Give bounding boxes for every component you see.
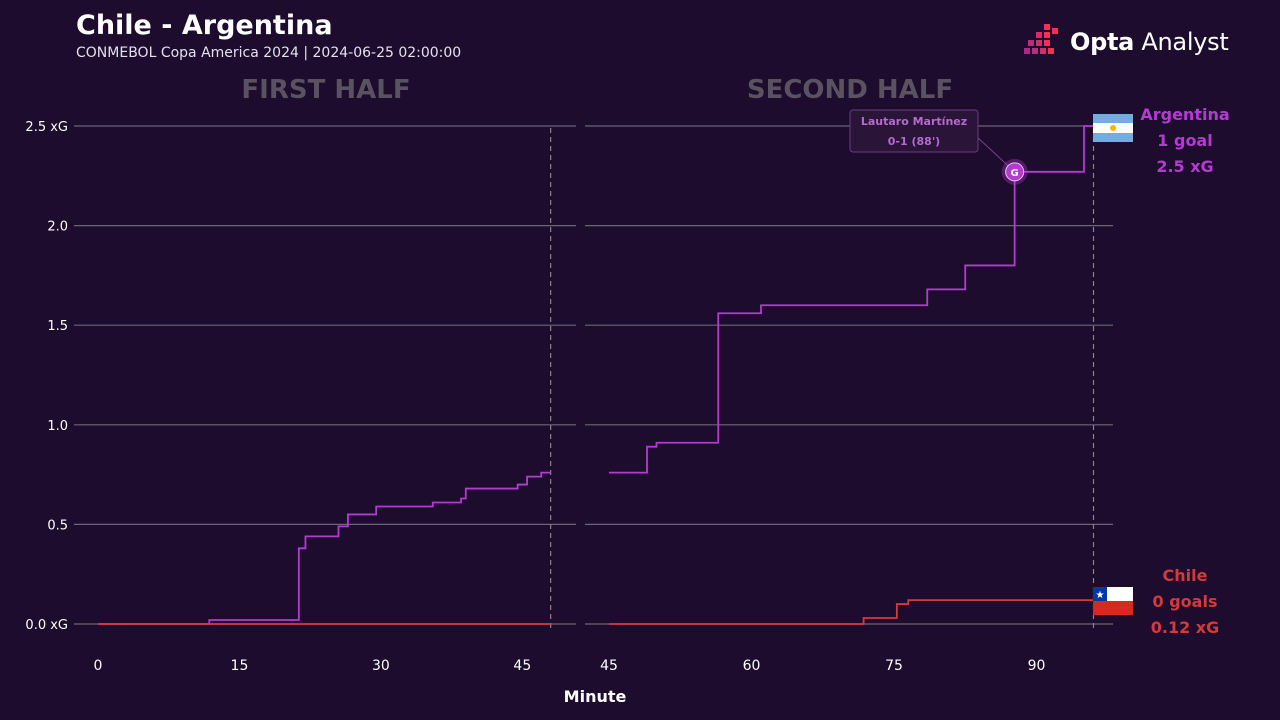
x-tick-label: 75 — [885, 658, 903, 674]
legend-team-name: Chile — [1163, 566, 1208, 585]
half-label: SECOND HALF — [747, 75, 953, 105]
x-tick-label: 90 — [1028, 658, 1046, 674]
x-tick-label: 45 — [513, 658, 531, 674]
x-tick-label: 60 — [743, 658, 761, 674]
legend-goals: 1 goal — [1157, 131, 1212, 150]
x-tick-label: 15 — [231, 658, 249, 674]
chart-subtitle: CONMEBOL Copa America 2024 | 2024-06-25 … — [76, 45, 462, 61]
flag-canton — [1093, 587, 1107, 601]
y-tick-label: 1.0 — [47, 419, 68, 434]
flag-sun — [1110, 125, 1116, 131]
y-tick-label: 1.5 — [47, 319, 68, 334]
flag-star: ★ — [1096, 590, 1105, 601]
legend-goals: 0 goals — [1153, 592, 1218, 611]
flag-stripe — [1093, 601, 1133, 615]
callout-player: Lautaro Martínez — [861, 115, 967, 128]
brand-logo: Opta Analyst — [1024, 24, 1229, 60]
chile-flag-icon: ★ — [1093, 587, 1133, 615]
callout-detail: 0-1 (88') — [888, 135, 940, 148]
y-tick-label: 0.0 xG — [25, 618, 68, 633]
legend-team-name: Argentina — [1140, 105, 1229, 124]
series-line-argentina-second-half — [609, 125, 1094, 474]
x-axis-label: Minute — [564, 687, 627, 706]
brand-name: Opta Analyst — [1070, 28, 1229, 56]
legend-xg: 2.5 xG — [1156, 157, 1213, 176]
series-line-argentina-first-half — [98, 471, 551, 625]
y-tick-label: 0.5 — [47, 518, 68, 533]
goal-marker-label: G — [1011, 168, 1019, 179]
y-tick-label: 2.0 — [47, 220, 68, 235]
x-tick-label: 0 — [94, 658, 103, 674]
argentina-flag-icon — [1093, 114, 1133, 142]
x-tick-label: 30 — [372, 658, 390, 674]
legend-xg: 0.12 xG — [1151, 618, 1220, 637]
opta-pixel-logo-icon — [1024, 24, 1058, 54]
half-label: FIRST HALF — [241, 75, 410, 105]
chart-title: Chile - Argentina — [76, 10, 333, 41]
goal-marker — [1005, 162, 1025, 182]
series-line-chile-second-half — [609, 599, 1094, 625]
x-tick-label: 45 — [600, 658, 618, 674]
callout-box — [849, 109, 979, 153]
y-tick-label: 2.5 xG — [25, 120, 68, 135]
